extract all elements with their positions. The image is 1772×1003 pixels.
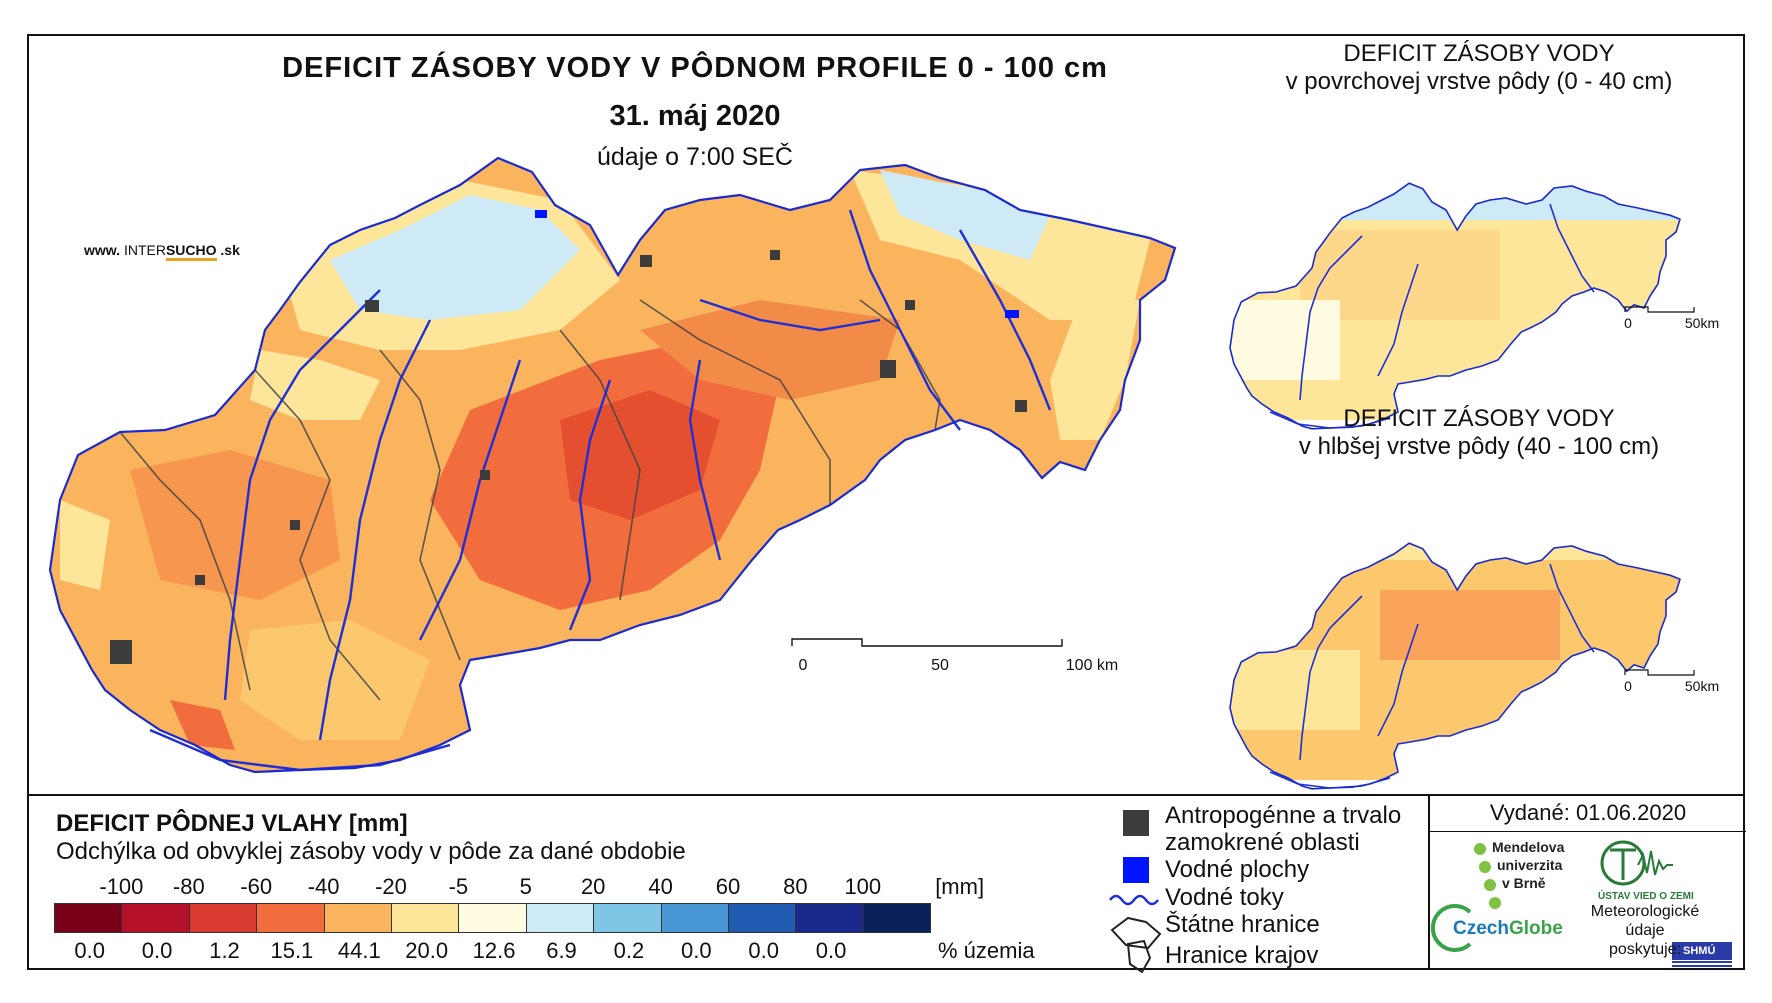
mendel-dot: [1489, 897, 1501, 909]
mendel-line2: univerzita: [1497, 857, 1563, 873]
legend-unit: [mm]: [935, 874, 985, 899]
mendel-line3: v Brně: [1502, 875, 1546, 891]
legend-break-label: -5: [448, 874, 469, 899]
legend-break-label: 40: [648, 874, 673, 899]
legend-break-label: -80: [172, 874, 205, 899]
main-scale-50: 50: [931, 657, 949, 674]
inset-bottom-scale-50: 50km: [1685, 678, 1719, 694]
inset-top-scale-50: 50km: [1685, 315, 1719, 331]
issued-divider: [1430, 831, 1746, 832]
legend-swatch: [54, 903, 123, 933]
legend-percent-unit: % územia: [938, 938, 1035, 963]
legend-break-label: -20: [375, 874, 407, 899]
key-water-bodies: Vodné plochy: [1165, 856, 1310, 883]
mendel-dot: [1479, 861, 1491, 873]
legend-swatch: [257, 903, 325, 933]
legend-percentage: 0.0: [815, 938, 847, 963]
legend-swatch: [661, 903, 729, 933]
credits-divider: [1428, 796, 1430, 970]
ustav-label: ÚSTAV VIED O ZEMI: [1598, 891, 1694, 902]
inset-top-title: DEFICIT ZÁSOBY VODY v povrchovej vrstve …: [1285, 40, 1673, 95]
key-state-border: Štátne hranice: [1165, 911, 1320, 938]
legend-percentage: 1.2: [209, 938, 240, 963]
legend-percentage: 0.2: [613, 938, 645, 963]
czechglobe-label: CzechGlobe: [1453, 918, 1563, 939]
mendel-dot: [1484, 879, 1496, 891]
main-date: 31. máj 2020: [609, 100, 781, 132]
water-body-symbol: [1123, 857, 1149, 883]
legend-percentage: 6.9: [546, 938, 577, 963]
region-border-symbol: [1126, 939, 1152, 974]
key-region-border: Hranice krajov: [1165, 942, 1319, 969]
legend-percentage: 44.1: [337, 938, 381, 963]
legend-divider: [27, 794, 1745, 796]
legend-swatch: [459, 903, 527, 933]
legend-break-label: 80: [783, 874, 808, 899]
shmu-logo: [1672, 942, 1732, 967]
inset-bottom-title: DEFICIT ZÁSOBY VODY v hlbšej vrstve pôdy…: [1298, 405, 1660, 460]
anthropogenic-symbol: [1123, 810, 1149, 836]
legend-percentage: 12.6: [472, 938, 516, 963]
legend-break-label: 100: [844, 874, 882, 899]
legend-percentage: 20.0: [405, 938, 449, 963]
inset-top-scale-0: 0: [1624, 315, 1632, 331]
main-title: DEFICIT ZÁSOBY VODY V PÔDNOM PROFILE 0 -…: [282, 52, 1108, 84]
czechglobe-logo: [1430, 904, 1472, 952]
legend-subtitle: Odchýlka od obvyklej zásoby vody v pôde …: [56, 838, 686, 865]
key-rivers: Vodné toky: [1165, 884, 1284, 911]
legend-swatch: [122, 903, 190, 933]
legend-swatch: [526, 903, 595, 933]
legend-percentage: 0.0: [74, 938, 105, 963]
legend-swatch: [391, 903, 460, 933]
legend-swatch: [594, 903, 662, 933]
main-scale-100: 100 km: [1066, 657, 1118, 674]
surface-layer-inset-map: [1229, 182, 1695, 430]
legend-swatch: [728, 903, 797, 933]
legend-percentage: 15.1: [270, 938, 314, 963]
main-time: údaje o 7:00 SEČ: [597, 143, 793, 171]
legend-color-bar: [54, 903, 932, 933]
legend-break-label: 60: [715, 874, 741, 899]
issued-date: Vydané: 01.06.2020: [1489, 800, 1687, 825]
legend-break-label: -60: [240, 874, 273, 899]
state-border-symbol: [1110, 916, 1162, 950]
legend-break-label: -40: [307, 874, 340, 899]
deep-layer-inset-map: [1229, 542, 1695, 790]
main-scale-0: 0: [799, 657, 808, 674]
legend-percentage: 0.0: [681, 938, 712, 963]
legend-break-label: -100: [99, 874, 144, 899]
river-symbol: [1109, 894, 1159, 906]
legend-title: DEFICIT PÔDNEJ VLAHY [mm]: [56, 810, 408, 837]
inset-bottom-scale-0: 0: [1624, 678, 1632, 694]
legend-percentage: 0.0: [141, 938, 173, 963]
main-scale-bar: [791, 638, 1063, 647]
mendel-line1: Mendelova: [1492, 839, 1565, 855]
ustav-logo: [1600, 840, 1673, 886]
key-anthropogenic-line2: zamokrené oblasti: [1165, 829, 1360, 856]
legend-swatch: [796, 903, 864, 933]
legend-percentages: 0.0 0.0 1.2 15.1 44.1 20.0 12.6 6.9 0.2 0.0 0.0 0.0: [54, 938, 954, 964]
legend-swatch: [324, 903, 392, 933]
legend-break-label: 20: [580, 874, 606, 899]
key-anthropogenic-line1: Antropogénne a trvalo: [1165, 802, 1402, 829]
legend-swatch: [189, 903, 258, 933]
legend-breaks: -100 -80 -60 -40 -20 -5 5 20 40 60 80 100 [mm]: [54, 874, 984, 900]
website-label: www. INTERSUCHO .sk: [84, 242, 240, 261]
meteo-credit: Meteorologické údaje poskytuje:: [1590, 903, 1700, 958]
mendel-dot: [1474, 843, 1486, 855]
shmu-label: SHMÚ: [1683, 945, 1716, 957]
legend-swatch: [863, 903, 932, 933]
legend-break-label: 5: [519, 874, 532, 899]
legend-percentage: 0.0: [748, 938, 779, 963]
